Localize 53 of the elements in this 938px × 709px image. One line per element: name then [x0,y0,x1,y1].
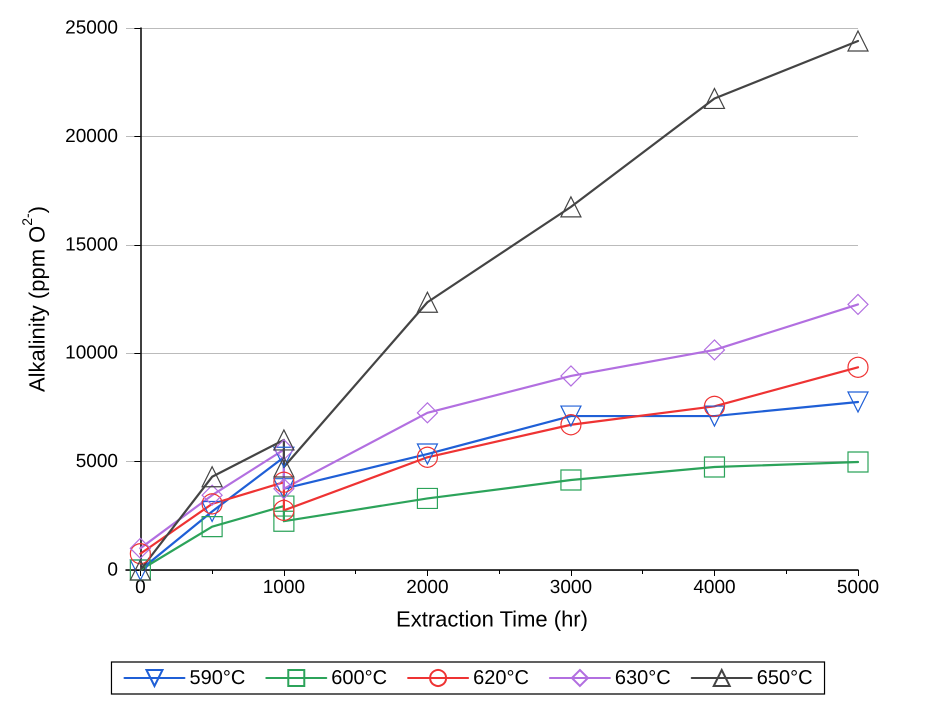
point [273,429,294,451]
legend-label: 600°C [331,667,388,689]
x-tick-label: 0 [135,577,146,598]
point [560,365,582,387]
point [704,456,726,478]
point [273,456,294,478]
point [273,510,294,532]
x-tick-label: 5000 [836,577,880,598]
legend-label: 590°C [189,667,246,689]
point [130,538,151,559]
x-tick-label: 3000 [550,577,592,598]
point [847,391,869,413]
point [202,516,223,538]
point [273,500,294,521]
y-tick-label: 5000 [76,451,118,472]
point [416,488,438,510]
point [704,405,726,427]
x-tick-label: 2000 [406,577,449,598]
point [202,466,223,488]
point [847,356,869,378]
point [416,292,438,313]
point [847,30,869,52]
point [130,543,151,564]
point [202,500,223,522]
point [416,446,438,468]
point [704,396,726,417]
point [704,88,726,110]
point [416,402,438,424]
legend-label: 650°C [756,667,813,689]
legend-label: 620°C [473,667,529,689]
point [202,484,223,506]
point [847,294,869,316]
y-tick-label: 15000 [65,234,118,256]
y-tick-label: 10000 [65,342,118,364]
point [202,493,223,514]
x-tick-label: 1000 [262,577,306,598]
point [416,443,438,465]
point [560,196,582,218]
legend-label: 630°C [614,667,671,689]
y-tick-label: 20000 [65,126,118,147]
y-tick-label: 0 [107,560,118,580]
point [273,446,294,468]
point [704,339,726,361]
y-tick-label: 25000 [65,18,118,38]
point [273,472,294,493]
point [560,414,582,436]
point [273,439,294,460]
point [560,405,582,427]
y-axis-title: Alkalinity (ppm O2-) [19,206,50,392]
point [847,451,869,473]
x-tick-label: 4000 [693,577,736,598]
x-axis-title: Extraction Time (hr) [396,606,588,632]
point [560,469,582,491]
